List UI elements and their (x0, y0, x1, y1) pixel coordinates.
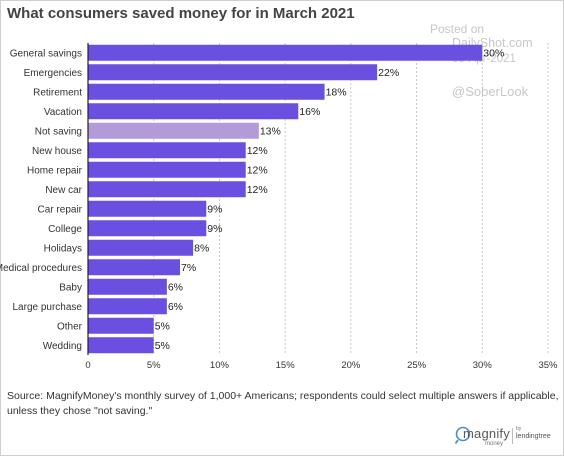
data-label: 7% (181, 262, 196, 274)
source-note: Source: MagnifyMoney's monthly survey of… (7, 390, 559, 417)
magnifymoney-logo: magnify money by lendingtree (455, 424, 555, 450)
category-label: General savings (10, 48, 82, 59)
data-label: 13% (260, 125, 281, 137)
x-tick-label: 15% (276, 360, 296, 371)
bar (88, 298, 167, 315)
category-label: Not saving (35, 126, 82, 137)
data-label: 8% (194, 242, 209, 254)
category-label: College (48, 224, 82, 235)
category-label: Baby (59, 282, 82, 293)
category-label: Wedding (43, 341, 82, 352)
bar (88, 83, 325, 100)
category-label: Medical procedures (0, 263, 82, 274)
x-tick-label: 5% (147, 360, 161, 371)
category-label: Large purchase (13, 302, 83, 313)
chart-title: What consumers saved money for in March … (7, 5, 355, 22)
watermark-posted-on: Posted on (430, 22, 485, 36)
category-label: Car repair (38, 204, 83, 215)
category-label: Other (57, 321, 83, 332)
logo-brand-text: magnify (463, 426, 510, 441)
bar (88, 337, 154, 354)
bar (88, 200, 207, 217)
data-label: 22% (378, 67, 399, 79)
bar (88, 122, 259, 139)
x-tick-label: 25% (407, 360, 427, 371)
bar (88, 142, 246, 159)
data-label: 5% (155, 320, 170, 332)
data-label: 12% (247, 164, 268, 176)
bar-chart: General savings 30% Emergencies 22% Retireme… (0, 43, 558, 371)
bar (88, 220, 207, 237)
category-label: Holidays (44, 243, 82, 254)
category-label: Emergencies (24, 68, 82, 79)
logo-separator (512, 428, 513, 444)
bar (88, 44, 483, 61)
data-label: 6% (168, 281, 183, 293)
logo-parent-text: lendingtree (516, 433, 551, 440)
category-label: Home repair (27, 165, 83, 176)
magnifying-glass-icon (455, 426, 471, 444)
bar (88, 239, 194, 256)
x-tick-label: 0 (85, 360, 90, 371)
data-label: 16% (299, 106, 320, 118)
category-label: New house (32, 146, 82, 157)
data-label: 18% (326, 86, 347, 98)
data-label: 9% (207, 203, 222, 215)
watermark-handle: @SoberLook (452, 84, 529, 99)
bar (88, 181, 246, 198)
bar (88, 317, 154, 334)
data-label: 30% (483, 47, 504, 59)
bar (88, 278, 167, 295)
bar (88, 103, 299, 120)
category-label: Vacation (44, 107, 82, 118)
category-label: New car (45, 185, 82, 196)
bar (88, 259, 180, 276)
data-label: 12% (247, 184, 268, 196)
logo-sub-text: money (485, 441, 504, 447)
data-label: 5% (155, 340, 170, 352)
x-tick-label: 30% (473, 360, 493, 371)
x-tick-label: 20% (341, 360, 361, 371)
category-label: Retirement (33, 87, 82, 98)
x-tick-label: 10% (210, 360, 230, 371)
logo-by-text: by (516, 426, 522, 432)
bar (88, 161, 246, 178)
data-label: 12% (247, 145, 268, 157)
bar (88, 64, 378, 81)
data-label: 9% (207, 223, 222, 235)
x-tick-label: 35% (538, 360, 558, 371)
data-label: 6% (168, 301, 183, 313)
